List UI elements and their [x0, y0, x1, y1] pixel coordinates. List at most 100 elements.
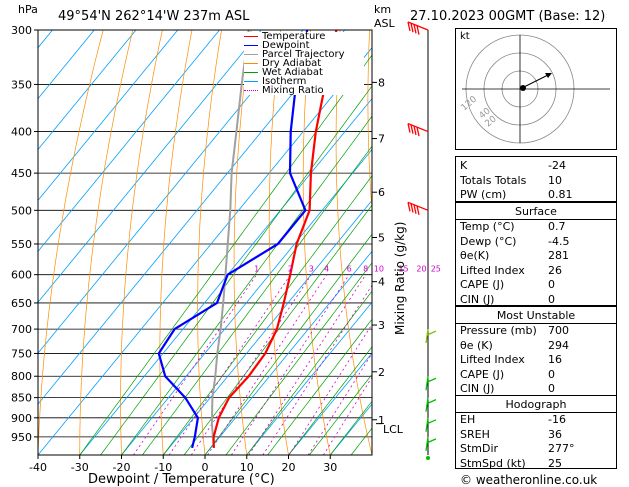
mixing-ratio-label: 10 — [374, 265, 384, 274]
pressure-tick-label: 800 — [11, 370, 32, 383]
row-value: 0 — [548, 293, 555, 306]
row-key: Temp (°C) — [460, 220, 515, 233]
dry-adiabat-line — [160, 30, 192, 455]
pressure-tick-label: 500 — [11, 204, 32, 217]
table-row: CAPE (J) 0 — [456, 278, 616, 292]
row-key: CAPE (J) — [460, 368, 504, 381]
row-value: 700 — [548, 324, 569, 337]
row-key: StmSpd (kt) — [460, 457, 526, 470]
km-tick-label: 2 — [378, 366, 385, 379]
row-value: 0.7 — [548, 220, 566, 233]
mixing-ratio-line — [169, 275, 290, 455]
km-tick-label: 8 — [378, 76, 385, 89]
indices-panel: K -24 Totals Totals 10 PW (cm) 0.81 — [455, 156, 617, 202]
legend-swatch — [244, 54, 258, 55]
x-axis-title: Dewpoint / Temperature (°C) — [88, 473, 275, 486]
km-tick-label: 6 — [378, 186, 385, 199]
table-row: CIN (J)0 — [456, 293, 616, 307]
dry-adiabat-line — [399, 30, 456, 455]
row-value: 281 — [548, 249, 569, 262]
pressure-tick-label: 350 — [11, 78, 32, 91]
mixing-ratio-label: 20 — [416, 265, 426, 274]
pressure-tick-label: 600 — [11, 269, 32, 282]
mixing-ratio-label: 3 — [309, 265, 314, 274]
km-tick-label: 3 — [378, 319, 385, 332]
pressure-tick-label: 750 — [11, 347, 32, 360]
pressure-tick-label: 650 — [11, 297, 32, 310]
storm-motion-marker — [520, 85, 526, 91]
mixing-ratio-label: 1 — [254, 265, 259, 274]
row-key: Totals Totals — [460, 174, 526, 187]
table-row: StmDir 277° — [456, 442, 616, 456]
row-value: 0.81 — [548, 188, 573, 201]
table-row: Lifted Index 26 — [456, 264, 616, 278]
row-value: 36 — [548, 428, 562, 441]
legend-swatch — [244, 90, 258, 91]
row-key: Lifted Index — [460, 264, 525, 277]
legend-swatch — [244, 36, 258, 37]
table-row: PW (cm) 0.81 — [456, 188, 616, 202]
row-key: StmDir — [460, 442, 498, 455]
copyright-footer: © weatheronline.co.uk — [460, 474, 597, 486]
row-value: 0 — [548, 368, 555, 381]
row-key: CIN (J) — [460, 382, 494, 395]
table-row: EH-16 — [456, 413, 616, 427]
row-key: θe(K) — [460, 249, 489, 262]
row-value: 277° — [548, 442, 575, 455]
table-row: Temp (°C) 0.7 — [456, 220, 616, 234]
legend-swatch — [244, 63, 258, 64]
legend-label: Mixing Ratio — [262, 86, 324, 95]
pressure-tick-label: 550 — [11, 238, 32, 251]
table-row: θe (K) 294 — [456, 339, 616, 353]
row-key: θe (K) — [460, 339, 493, 352]
mixing-ratio-label: 2 — [288, 265, 293, 274]
table-row: Pressure (mb)700 — [456, 324, 616, 338]
row-value: 26 — [548, 264, 562, 277]
table-row: CAPE (J) 0 — [456, 368, 616, 382]
km-tick-label: 7 — [378, 133, 385, 146]
legend-swatch — [244, 72, 258, 73]
row-value: 294 — [548, 339, 569, 352]
row-value: 0 — [548, 382, 555, 395]
legend-swatch — [244, 45, 258, 46]
legend-item: Mixing Ratio — [244, 86, 364, 95]
mixing-ratio-label: 4 — [324, 265, 329, 274]
dry-adiabat-line — [198, 30, 222, 455]
table-row: Lifted Index 16 — [456, 353, 616, 367]
row-key: PW (cm) — [460, 188, 506, 201]
mixing-ratio-line — [249, 275, 366, 455]
temperature-tick-label: 20 — [282, 461, 296, 474]
row-value: -16 — [548, 413, 566, 426]
temperature-tick-label: -30 — [71, 461, 89, 474]
temperature-tick-label: -40 — [29, 461, 47, 474]
row-value: 10 — [548, 174, 562, 187]
section-title: Most Unstable — [456, 309, 616, 323]
pressure-tick-label: 300 — [11, 24, 32, 37]
row-value: -24 — [548, 159, 566, 172]
hodograph-ring-label: 120 — [460, 94, 480, 113]
row-key: Lifted Index — [460, 353, 525, 366]
row-value: -4.5 — [548, 235, 569, 248]
section-title: Surface — [456, 205, 616, 219]
wind-barb — [408, 124, 428, 137]
lcl-label: LCL — [383, 424, 403, 435]
row-key: SREH — [460, 428, 490, 441]
pressure-tick-label: 950 — [11, 431, 32, 444]
row-value: 0 — [548, 278, 555, 291]
table-row: Dewp (°C)-4.5 — [456, 235, 616, 249]
row-key: K — [460, 159, 467, 172]
table-row: CIN (J) 0 — [456, 382, 616, 396]
mixing-ratio-label: 6 — [347, 265, 352, 274]
table-row: StmSpd (kt)25 — [456, 457, 616, 471]
row-value: 16 — [548, 353, 562, 366]
pressure-tick-label: 700 — [11, 323, 32, 336]
isotherm-line — [0, 30, 261, 455]
row-key: CAPE (J) — [460, 278, 504, 291]
mixing-ratio-label: 25 — [431, 265, 441, 274]
table-row: Totals Totals 10 — [456, 174, 616, 188]
pressure-tick-label: 400 — [11, 126, 32, 139]
